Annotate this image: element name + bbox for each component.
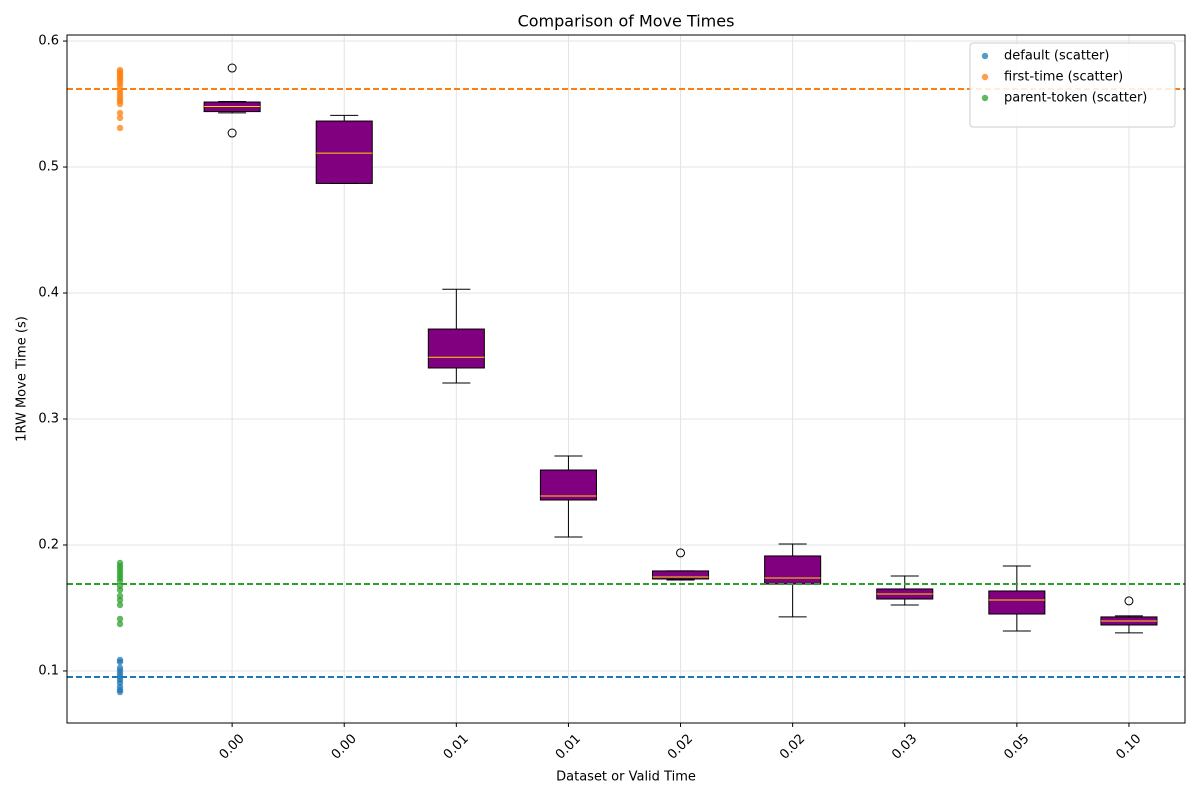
legend-box xyxy=(969,42,1176,128)
y-tick-label: 0.1 xyxy=(38,663,59,678)
scatter-point xyxy=(116,596,124,604)
plot: 0.10.20.30.40.50.60.00 0.00 0.01 0.01 0.02 0.… xyxy=(38,34,1186,763)
box xyxy=(539,469,597,501)
plot-frame xyxy=(66,34,1186,724)
scatter-point xyxy=(116,124,124,132)
scatter-point xyxy=(116,577,124,585)
legend-marker xyxy=(981,94,989,102)
box xyxy=(315,120,373,184)
legend-label: default (scatter) xyxy=(1004,49,1109,64)
y-tick-label: 0.3 xyxy=(38,412,59,427)
scatter-point xyxy=(116,100,124,108)
y-tick-label: 0.5 xyxy=(38,160,59,175)
box xyxy=(427,328,485,369)
box xyxy=(652,570,710,580)
scatter-point xyxy=(116,658,124,666)
scatter-point xyxy=(116,688,124,696)
scatter-point xyxy=(116,114,124,122)
outlier xyxy=(1124,596,1134,606)
outlier xyxy=(227,63,237,73)
scatter-point xyxy=(116,615,124,623)
y-tick-label: 0.4 xyxy=(38,286,59,301)
scatter-point xyxy=(116,620,124,628)
y-axis-label: 1RW Move Time (s) xyxy=(15,316,30,442)
scatter-point xyxy=(116,586,124,594)
x-axis-label: Dataset or Valid Time xyxy=(556,770,696,785)
legend-marker xyxy=(981,73,989,81)
legend-label: parent-token (scatter) xyxy=(1004,91,1147,106)
y-tick-label: 0.6 xyxy=(38,34,59,49)
outlier xyxy=(676,548,686,558)
y-tick-label: 0.2 xyxy=(38,537,59,552)
scatter-point xyxy=(116,601,124,609)
legend-label: first-time (scatter) xyxy=(1004,70,1123,85)
chart-title: Comparison of Move Times xyxy=(518,12,735,31)
box xyxy=(764,555,822,585)
outlier xyxy=(227,128,237,138)
legend-marker xyxy=(981,52,989,60)
box xyxy=(988,590,1046,615)
scatter-point xyxy=(116,109,124,117)
